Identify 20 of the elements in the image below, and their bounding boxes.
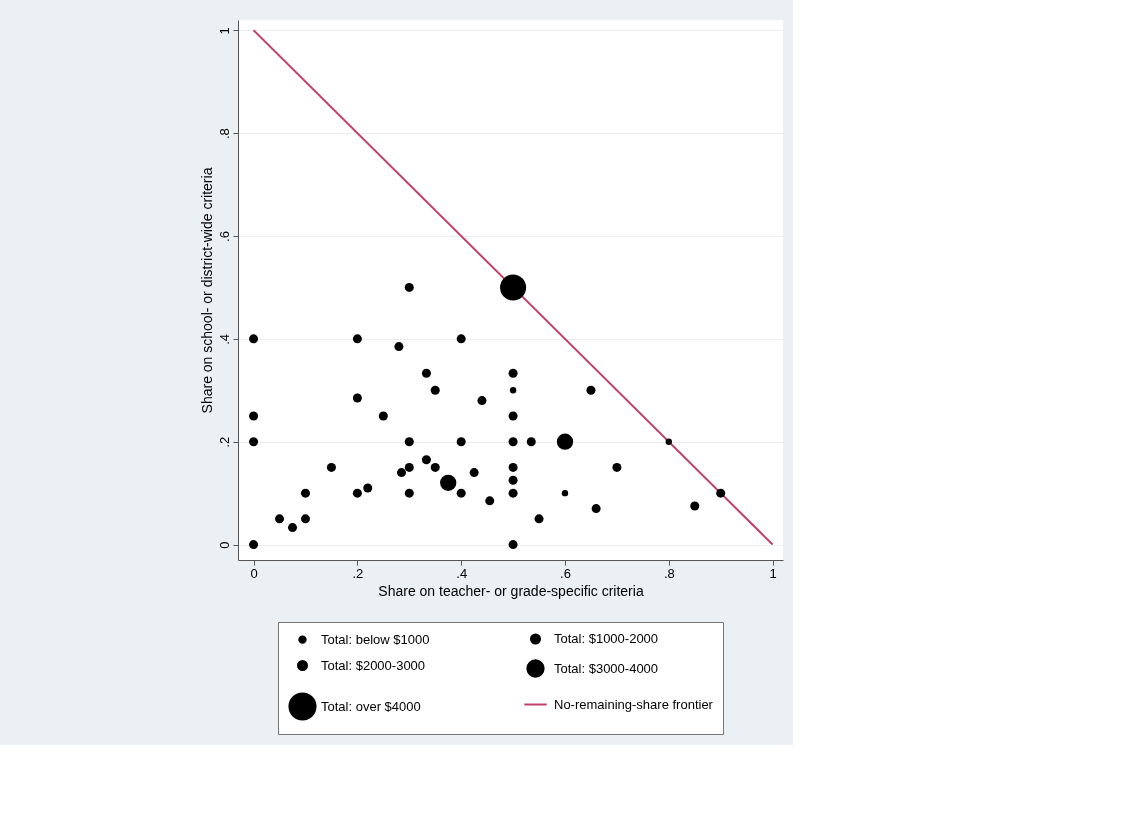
y-tick-label: 0 [216, 541, 232, 549]
legend-label: No-remaining-share frontier [554, 696, 714, 712]
legend-label: Total: $2000-3000 [321, 657, 426, 673]
y-tick-label: .8 [216, 128, 232, 140]
y-tick-label: .6 [216, 231, 232, 242]
x-tick-label: .4 [456, 565, 468, 581]
y-tick-label: .2 [216, 436, 232, 448]
legend-label: Total: below $1000 [321, 631, 430, 647]
x-tick-label: 0 [250, 565, 258, 581]
x-tick-label: .8 [663, 565, 675, 581]
x-tick-label: 1 [769, 565, 777, 581]
y-tick-label: .4 [216, 333, 232, 345]
x-tick-label: .6 [560, 565, 571, 581]
legend-label: Total: over $4000 [321, 698, 421, 714]
legend-label: Total: $1000-2000 [554, 630, 659, 646]
y-tick-label: 1 [216, 27, 232, 35]
y-axis-title: Share on school- or district-wide criteria [198, 167, 215, 414]
x-tick-label: .2 [352, 565, 364, 581]
x-axis-title: Share on teacher- or grade-specific criteria [378, 582, 644, 599]
legend-label: Total: $3000-4000 [554, 660, 659, 676]
